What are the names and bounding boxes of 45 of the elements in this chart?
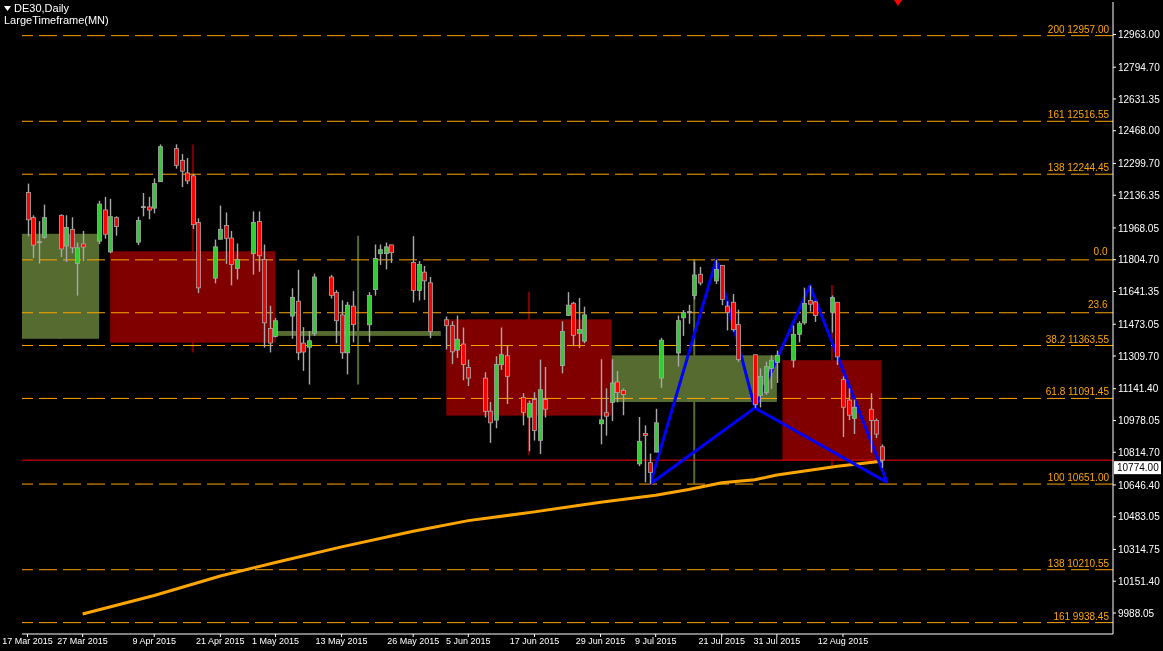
ref-line-label: 138 10210.55 [1047, 557, 1110, 569]
x-tick-label: 17 Jun 2015 [509, 636, 560, 647]
annotation: 23.6 [1088, 298, 1108, 311]
text: LargeTimeframe(MN) [4, 14, 109, 26]
y-tick-label: 12631.35 [1118, 93, 1161, 105]
y-tick-label: 10814.70 [1118, 446, 1161, 458]
y-tick-label: 12299.70 [1118, 158, 1161, 170]
ref-line-label: 161 9938.45 [1053, 610, 1110, 622]
annotation: 0.0 [1093, 245, 1108, 258]
y-tick-label: 9988.05 [1118, 607, 1155, 619]
y-tick-label: 10314.75 [1118, 544, 1161, 556]
x-tick-label: 31 Jul 2015 [753, 636, 801, 647]
y-tick-label: 12794.70 [1118, 61, 1161, 73]
x-tick-label: 9 Jul 2015 [634, 636, 677, 647]
ref-line-label: 161 12516.55 [1047, 109, 1110, 121]
x-tick-label: 17 Mar 2015 [2, 636, 53, 647]
y-tick-label: 11141.40 [1118, 383, 1159, 395]
x-tick-label: 9 Apr 2015 [132, 636, 177, 647]
y-tick-label: 10151.40 [1118, 575, 1161, 587]
y-tick-label: 11968.05 [1118, 222, 1160, 234]
y-tick-label: 10646.40 [1118, 479, 1161, 491]
chart-title: DE30,Daily [14, 2, 70, 14]
x-tick-label: 13 May 2015 [315, 636, 368, 647]
x-tick-label: 1 May 2015 [251, 636, 299, 647]
y-tick-label: 11641.35 [1118, 286, 1160, 298]
x-tick-label: 21 Apr 2015 [196, 636, 245, 647]
ref-line-label: 61.8 11091.45 [1045, 386, 1110, 398]
y-tick-label: 11804.70 [1118, 254, 1160, 266]
y-tick-label: 12963.00 [1118, 29, 1161, 41]
y-tick-label: 12136.35 [1118, 189, 1161, 201]
ref-line-label: 100 10651.00 [1047, 472, 1110, 484]
y-tick-label: 10483.05 [1118, 511, 1161, 523]
ref-line-label: 38.2 11363.55 [1045, 333, 1110, 345]
x-tick-label: 26 May 2015 [387, 636, 440, 647]
y-tick-label: 11309.70 [1118, 350, 1160, 362]
x-tick-label: 5 Jun 2015 [446, 636, 491, 647]
y-tick-label: 12468.00 [1118, 125, 1161, 137]
ref-line-label: 138 12244.45 [1047, 162, 1110, 174]
x-tick-label: 27 Mar 2015 [57, 636, 108, 647]
ref-line-label: 200 12957.00 [1047, 23, 1110, 35]
y-tick-label: 10978.05 [1118, 415, 1161, 427]
x-tick-label: 12 Aug 2015 [817, 636, 869, 647]
x-tick-label: 21 Jul 2015 [698, 636, 746, 647]
x-tick-label: 29 Jun 2015 [575, 636, 626, 647]
y-tick-label: 11473.05 [1118, 318, 1160, 330]
